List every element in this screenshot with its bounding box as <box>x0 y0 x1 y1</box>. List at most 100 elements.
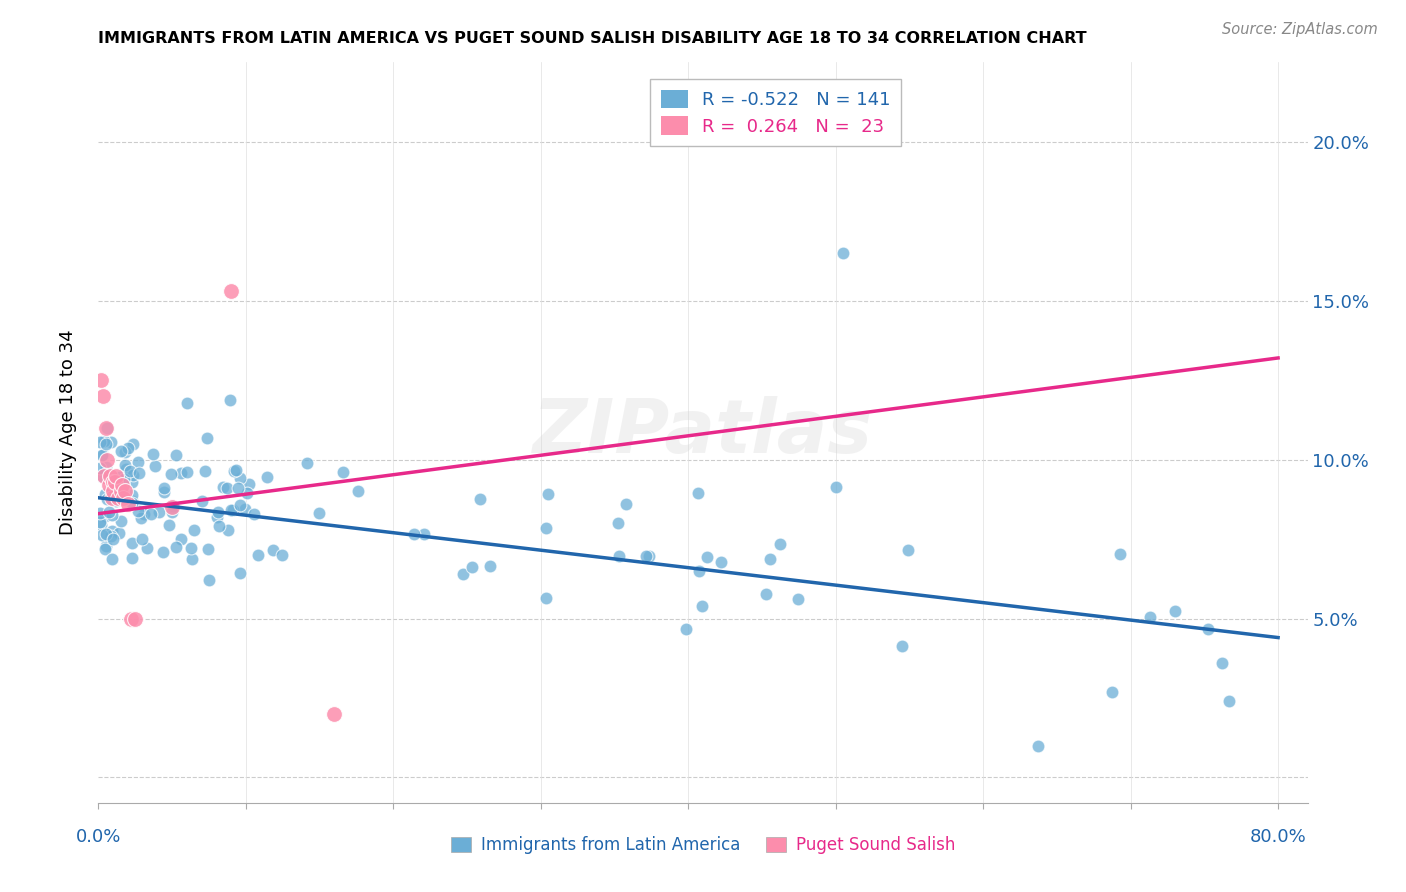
Point <box>769 537 792 551</box>
Point <box>758 552 780 566</box>
Point <box>211 480 233 494</box>
Point <box>93 487 115 501</box>
Point <box>696 550 718 565</box>
Point <box>1108 547 1130 561</box>
Point <box>170 532 193 546</box>
Text: IMMIGRANTS FROM LATIN AMERICA VS PUGET SOUND SALISH DISABILITY AGE 18 TO 34 CORR: IMMIGRANTS FROM LATIN AMERICA VS PUGET S… <box>98 31 1087 46</box>
Point <box>225 463 247 477</box>
Point <box>143 459 166 474</box>
Point <box>91 448 114 462</box>
Point <box>117 497 139 511</box>
Point <box>110 443 132 458</box>
Point <box>97 478 120 492</box>
Point <box>197 431 219 445</box>
Point <box>121 496 143 510</box>
Point <box>153 481 176 495</box>
Point <box>112 491 135 505</box>
Point <box>89 506 111 520</box>
Point <box>891 639 914 653</box>
Point <box>101 484 124 499</box>
Point <box>115 462 138 476</box>
Point <box>160 467 183 482</box>
Point <box>346 484 368 499</box>
Point <box>236 486 259 500</box>
Point <box>160 500 183 515</box>
Point <box>1101 685 1123 699</box>
Point <box>229 471 252 485</box>
Point <box>114 484 136 499</box>
Point <box>89 434 111 449</box>
Point <box>256 470 278 484</box>
Point <box>101 524 124 539</box>
Point <box>90 518 112 533</box>
Point <box>308 506 330 520</box>
Point <box>96 421 118 435</box>
Point <box>470 492 492 507</box>
Point <box>90 469 112 483</box>
Point <box>453 567 475 582</box>
Point <box>100 528 122 542</box>
Legend: Immigrants from Latin America, Puget Sound Salish: Immigrants from Latin America, Puget Sou… <box>444 830 962 861</box>
Point <box>183 523 205 537</box>
Point <box>536 487 558 501</box>
Point <box>153 484 176 499</box>
Point <box>246 548 269 562</box>
Point <box>207 505 229 519</box>
Point <box>332 465 354 479</box>
Point <box>217 481 239 495</box>
Point <box>98 506 121 520</box>
Point <box>121 487 143 501</box>
Point <box>93 434 115 448</box>
Point <box>787 592 810 607</box>
Point <box>1164 604 1187 618</box>
Point <box>614 497 637 511</box>
Point <box>461 560 484 574</box>
Point <box>101 475 124 489</box>
Point <box>152 545 174 559</box>
Point <box>94 459 117 474</box>
Point <box>1197 622 1219 636</box>
Point <box>121 494 143 508</box>
Point <box>607 549 630 563</box>
Point <box>120 611 142 625</box>
Point <box>100 435 122 450</box>
Point <box>96 437 118 451</box>
Point <box>832 246 855 260</box>
Point <box>101 552 124 566</box>
Point <box>124 611 146 625</box>
Point <box>122 468 145 483</box>
Point <box>91 389 114 403</box>
Point <box>637 549 659 563</box>
Point <box>94 527 117 541</box>
Point <box>142 447 165 461</box>
Point <box>101 532 124 546</box>
Point <box>1218 693 1240 707</box>
Point <box>165 540 187 554</box>
Point <box>229 566 252 580</box>
Point <box>165 448 187 462</box>
Point <box>141 507 163 521</box>
Point <box>709 555 731 569</box>
Point <box>217 524 239 538</box>
Point <box>162 500 184 514</box>
Point <box>117 441 139 455</box>
Point <box>104 490 127 504</box>
Point <box>219 284 242 298</box>
Point <box>219 393 242 408</box>
Point <box>1211 656 1233 670</box>
Text: Source: ZipAtlas.com: Source: ZipAtlas.com <box>1222 22 1378 37</box>
Point <box>238 476 260 491</box>
Point <box>127 455 149 469</box>
Point <box>90 373 112 387</box>
Point <box>104 493 127 508</box>
Point <box>205 510 228 524</box>
Text: 80.0%: 80.0% <box>1250 828 1306 846</box>
Point <box>89 460 111 475</box>
Point <box>93 468 115 483</box>
Point <box>104 475 127 489</box>
Point <box>110 514 132 528</box>
Point <box>222 464 245 478</box>
Point <box>114 444 136 458</box>
Point <box>132 507 155 521</box>
Point <box>100 491 122 505</box>
